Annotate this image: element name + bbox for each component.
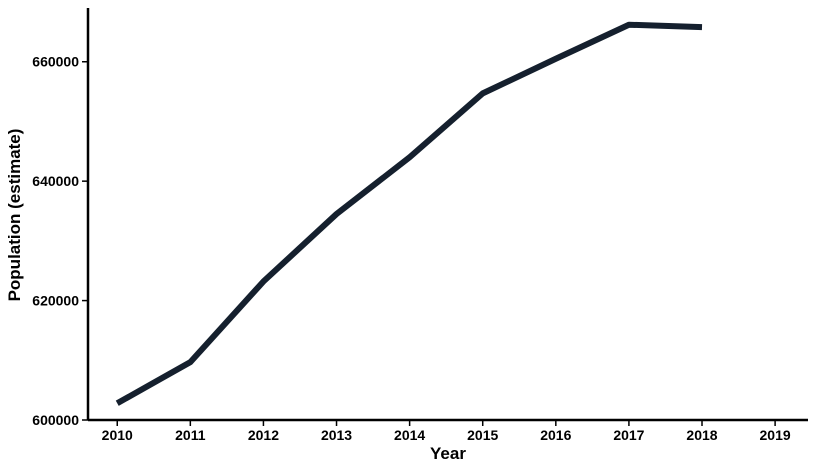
x-tick-label: 2012 bbox=[248, 427, 279, 443]
series-line bbox=[115, 21, 703, 406]
x-tick-label: 2019 bbox=[760, 427, 791, 443]
y-axis-title: Population (estimate) bbox=[5, 129, 24, 302]
series-group bbox=[115, 21, 703, 406]
x-tick-label: 2018 bbox=[686, 427, 717, 443]
y-tick-label: 620000 bbox=[32, 293, 79, 309]
y-tick-label: 600000 bbox=[32, 412, 79, 428]
x-tick-label: 2016 bbox=[540, 427, 571, 443]
x-tick-label: 2014 bbox=[394, 427, 425, 443]
x-tick-label: 2015 bbox=[467, 427, 498, 443]
x-tick-label: 2017 bbox=[613, 427, 644, 443]
y-tick-label: 660000 bbox=[32, 54, 79, 70]
x-tick-label: 2010 bbox=[102, 427, 133, 443]
x-axis-title: Year bbox=[430, 444, 466, 463]
y-axis-ticks: 600000 620000 640000 660000 bbox=[32, 54, 88, 428]
y-tick-label: 640000 bbox=[32, 173, 79, 189]
x-axis-ticks: 2010 2011 2012 2013 2014 2015 2016 2017 2018 2019 bbox=[102, 420, 791, 443]
x-tick-label: 2011 bbox=[175, 427, 206, 443]
x-tick-label: 2013 bbox=[321, 427, 352, 443]
